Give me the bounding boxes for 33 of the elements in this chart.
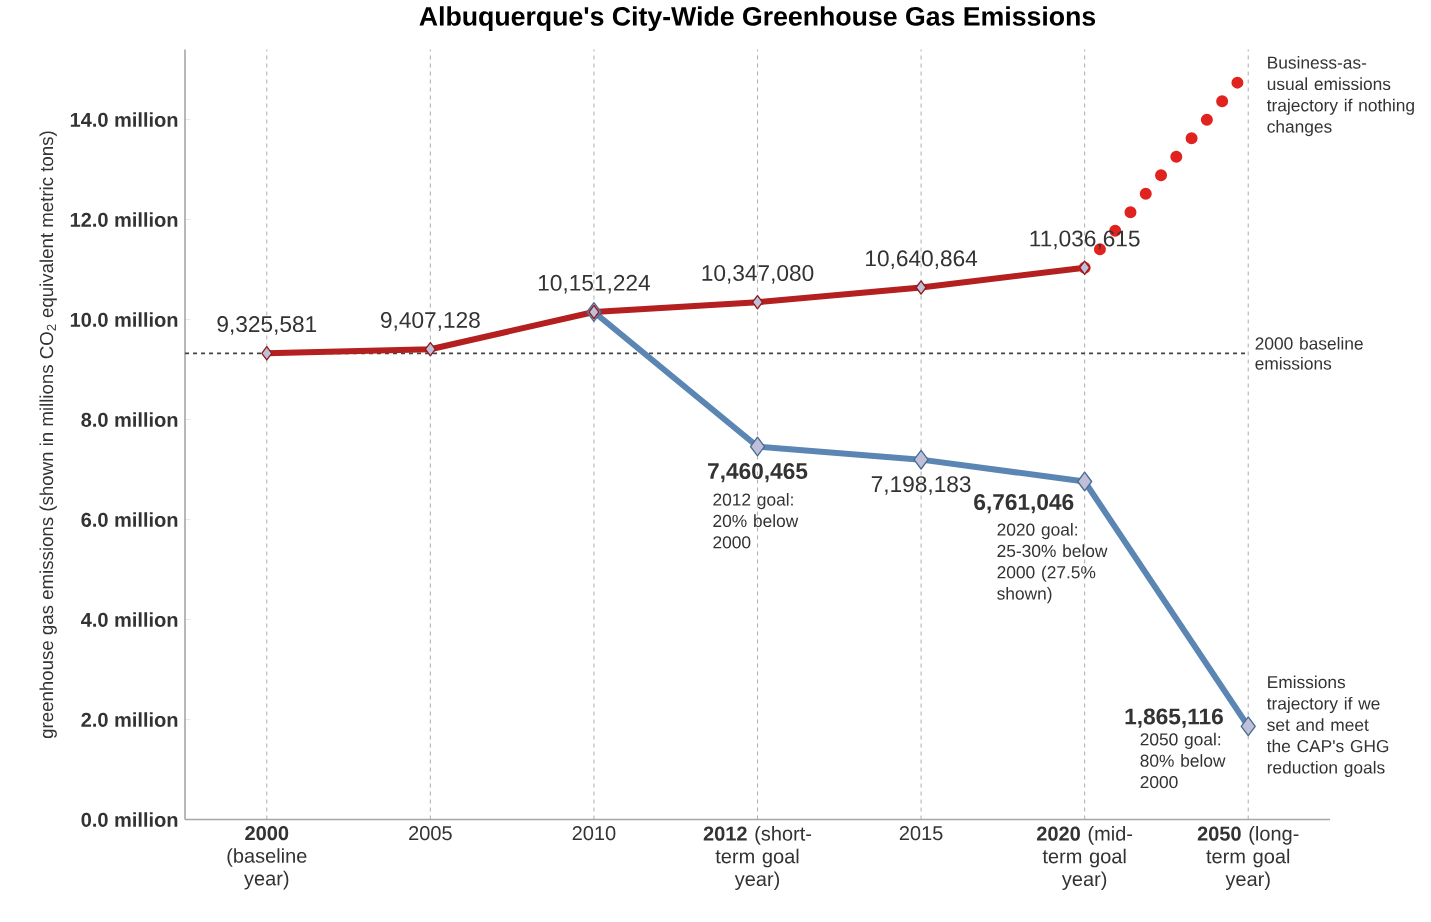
data-label: 7,198,183: [871, 476, 971, 496]
annotation: 2050 goal: 80% below 2000: [1140, 733, 1226, 789]
x-tick-label: 2050 (long-term goal year): [1197, 826, 1299, 891]
y-tick-label: 0.0 million: [81, 812, 178, 828]
y-tick-label: 12.0 million: [70, 212, 178, 228]
x-tick-label: 2020 (mid-term goal year): [1036, 826, 1133, 891]
annotation: Emissions trajectory if we set and meet the CAP's GHG reduction goals: [1266, 675, 1389, 778]
annotation: 2012 goal: 20% below 2000: [713, 493, 799, 549]
data-label: 11,036,615: [1030, 230, 1140, 250]
ref-line-label: 2000 baseline emissions: [1255, 337, 1363, 370]
y-tick-label: 2.0 million: [81, 712, 178, 728]
annotation: 2020 goal: 25-30% below 2000 (27.5% shown): [997, 523, 1108, 604]
y-tick-label: 6.0 million: [81, 512, 178, 528]
annotation: Business-as-usual emissions trajectory if nothing changes: [1266, 56, 1414, 137]
x-tick-label: 2005: [409, 826, 452, 841]
data-label: 9,325,581: [217, 316, 317, 336]
data-label: 7,460,465: [708, 463, 808, 483]
data-label: 10,640,864: [866, 250, 978, 270]
y-tick-label: 14.0 million: [70, 112, 178, 128]
x-tick-label: 2000 (baseline year): [227, 826, 307, 890]
x-tick-label: 2012 (short-term goal year): [703, 826, 812, 891]
x-tick-label: 2015: [899, 826, 943, 841]
data-label: 10,347,080: [702, 265, 814, 284]
chart-title: Albuquerque's City-Wide Greenhouse Gas Emissions: [419, 6, 1096, 32]
data-label: 6,761,046: [974, 494, 1074, 514]
y-tick-label: 8.0 million: [81, 412, 178, 428]
data-label: 9,407,128: [381, 312, 480, 331]
y-axis-title: greenhouse gas emissions (shown in millions CO$_{2}$ equivalent metric tons): [39, 131, 57, 739]
y-tick-label: 4.0 million: [81, 612, 178, 628]
data-label: 1,865,116: [1125, 708, 1223, 729]
y-tick-label: 10.0 million: [70, 312, 178, 328]
x-tick-label: 2010: [572, 826, 616, 841]
data-label: 10,151,224: [538, 274, 650, 294]
